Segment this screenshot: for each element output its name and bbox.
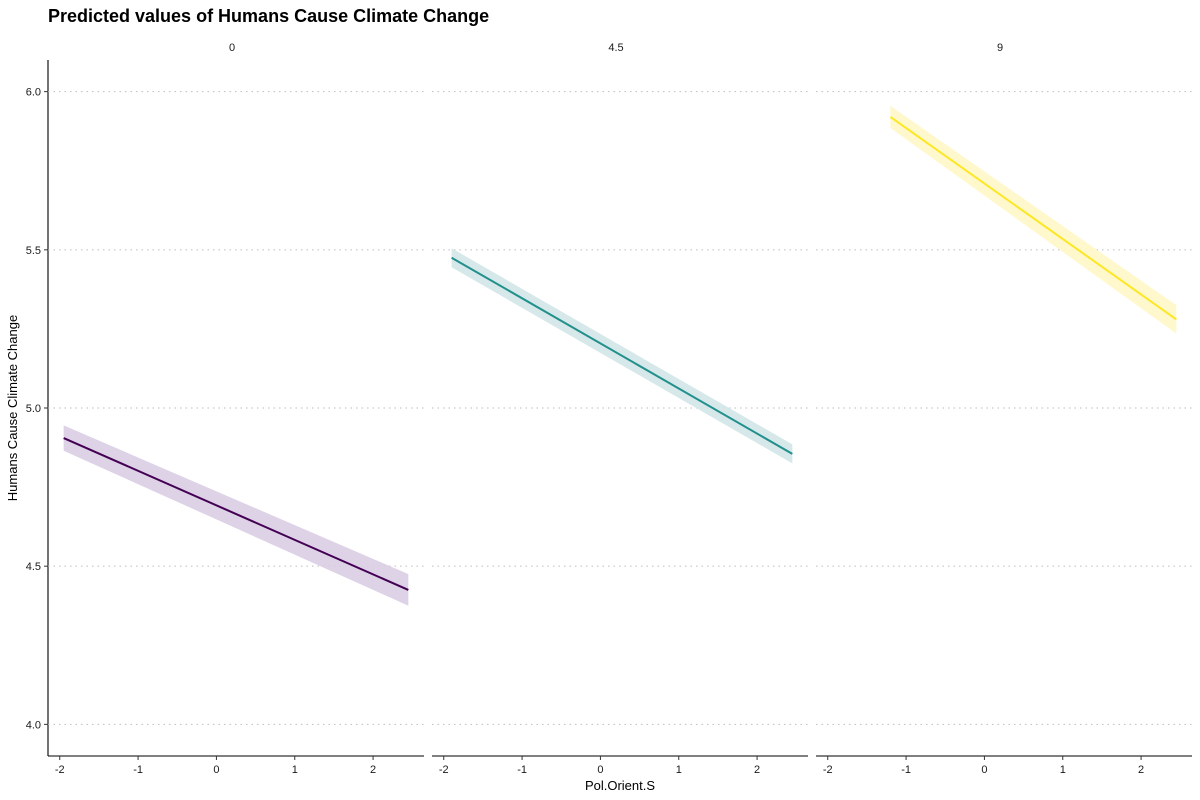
facet-strip-label: 0 [229,42,235,54]
confidence-band [890,105,1177,334]
facet-strip-label: 9 [997,42,1003,54]
x-tick-label: 0 [213,764,219,776]
y-tick-label: 6.0 [26,87,41,99]
x-tick-label: 1 [1060,764,1066,776]
x-tick-label: 0 [597,764,603,776]
x-tick-label: -1 [517,764,527,776]
facet-panel-1: 4.5 -2 -1 0 1 2 [432,42,808,776]
chart-title: Predicted values of Humans Cause Climate… [48,6,489,26]
series-line [63,437,409,591]
y-axis-title: Humans Cause Climate Change [5,315,20,501]
x-tick-label: 0 [981,764,987,776]
facet-panel-0: 0 -2 -1 0 1 2 [48,42,424,776]
x-tick-label: -2 [823,764,833,776]
y-tick-label: 4.0 [26,719,41,731]
x-tick-label: -2 [55,764,65,776]
y-tick-label: 5.0 [26,403,41,415]
x-tick-label: -1 [901,764,911,776]
y-axis: 4.0 4.5 5.0 5.5 6.0 [26,60,49,756]
confidence-band [63,425,409,606]
facet-panels: 4.0 4.5 5.0 5.5 6.0 0 -2 -1 0 1 2 4.5 -2 -1 0 1 2 9 -2 -1 0 1… [26,42,1192,776]
x-tick-label: -1 [133,764,143,776]
facet-strip-label: 4.5 [608,42,623,54]
x-tick-label: -2 [439,764,449,776]
series-line [451,256,793,455]
x-tick-label: 2 [370,764,376,776]
series-line [889,116,1177,321]
y-tick-label: 4.5 [26,561,41,573]
facet-panel-2: 9 -2 -1 0 1 2 [816,42,1192,776]
x-tick-label: 2 [754,764,760,776]
x-tick-label: 2 [1138,764,1144,776]
y-tick-label: 5.5 [26,245,41,257]
x-axis-title: Pol.Orient.S [585,778,655,793]
x-tick-label: 1 [292,764,298,776]
x-tick-label: 1 [676,764,682,776]
